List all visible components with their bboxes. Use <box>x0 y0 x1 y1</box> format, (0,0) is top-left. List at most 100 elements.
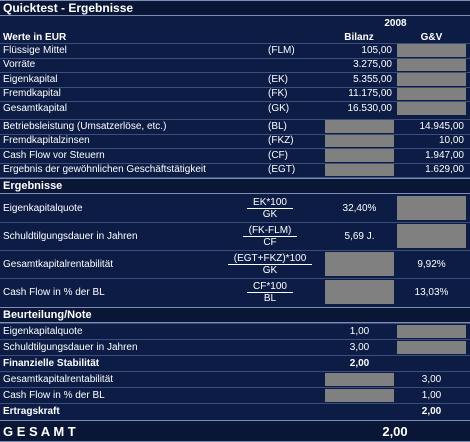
result-value: 13,03% <box>414 286 449 298</box>
row-label: Gesamtkapital <box>3 102 67 114</box>
row-label: Schuldtilgungsdauer in Jahren <box>3 230 138 242</box>
row-separator <box>0 72 470 73</box>
bilanz-value: 105,00 <box>361 44 392 56</box>
row-separator <box>0 387 470 388</box>
row-separator <box>0 133 470 135</box>
row-label: Cash Flow in % der BL <box>3 286 105 298</box>
bilanz-value: 3.275,00 <box>353 59 392 71</box>
row-separator <box>0 148 470 149</box>
formula-denominator: GK <box>262 264 278 276</box>
row-separator <box>0 119 470 120</box>
header-bilanz: Bilanz <box>344 31 374 43</box>
bilanz-value: 5.355,00 <box>353 73 392 85</box>
empty-cell <box>397 58 466 71</box>
formula-numerator: (FK-FLM) <box>242 225 298 237</box>
empty-cell <box>397 196 466 220</box>
guv-value: 10,00 <box>438 135 464 147</box>
note-value: 3,00 <box>421 373 442 385</box>
empty-cell <box>325 372 394 386</box>
empty-cell <box>397 87 466 100</box>
row-abbr: (BL) <box>268 120 287 132</box>
formula-numerator: EK*100 <box>247 197 293 209</box>
row-separator <box>0 355 470 356</box>
section-header <box>0 0 470 16</box>
bilanz-value: 11.175,00 <box>348 88 392 100</box>
row-separator <box>0 403 470 404</box>
formula: EK*100 GK <box>215 194 325 222</box>
row-label: Finanzielle Stabilität <box>3 357 100 369</box>
guv-value: 1.947,00 <box>425 149 464 161</box>
formula: (FK-FLM) CF <box>215 222 325 250</box>
row-label: Ergebnis der gewöhnlichen Geschäftstätig… <box>3 164 206 176</box>
row-label: Fremdkapitalzinsen <box>3 135 90 147</box>
total-label: G E S A M T <box>3 423 76 439</box>
empty-cell <box>397 73 466 86</box>
empty-cell <box>325 120 394 133</box>
row-separator <box>0 278 470 279</box>
guv-value: 14.945,00 <box>419 120 465 132</box>
formula-numerator: CF*100 <box>247 281 293 293</box>
row-abbr: (GK) <box>268 102 290 114</box>
empty-cell <box>397 324 466 338</box>
row-label: Gesamtkapitalrentabilität <box>3 258 114 270</box>
row-separator <box>0 86 470 88</box>
guv-value: 1.629,00 <box>425 164 464 176</box>
formula-denominator: BL <box>263 292 277 304</box>
row-abbr: (CF) <box>268 149 288 161</box>
row-label: Eigenkapital <box>3 73 58 85</box>
empty-cell <box>325 149 394 162</box>
row-label: Gesamtkapitalrentabilität <box>3 373 114 385</box>
section-header <box>0 178 470 194</box>
row-label: Flüssige Mittel <box>3 44 67 56</box>
row-separator <box>0 101 470 102</box>
empty-cell <box>397 102 466 115</box>
row-abbr: (EK) <box>268 73 288 85</box>
row-separator <box>0 250 470 251</box>
note-value: 1,00 <box>421 389 442 401</box>
empty-cell <box>397 340 466 354</box>
row-label: Schuldtilgungsdauer in Jahren <box>3 341 138 353</box>
empty-cell <box>325 163 394 176</box>
note-value: 2,00 <box>349 357 370 369</box>
year: 2008 <box>384 17 407 29</box>
section-title: Beurteilung/Note <box>3 309 92 321</box>
result-value: 5,69 J. <box>344 230 375 242</box>
row-separator <box>0 339 470 340</box>
empty-cell <box>397 224 466 248</box>
note-value: 3,00 <box>349 341 370 353</box>
row-label: Eigenkapitalquote <box>3 325 83 337</box>
row-separator <box>0 371 470 372</box>
row-abbr: (FK) <box>268 88 288 100</box>
row-separator <box>0 177 470 178</box>
formula-denominator: GK <box>262 208 278 220</box>
formula: CF*100 BL <box>215 278 325 306</box>
row-separator <box>0 222 470 223</box>
result-value: 9,92% <box>417 258 446 270</box>
header-label: Werte in EUR <box>3 31 67 43</box>
result-value: 32,40% <box>342 202 377 214</box>
empty-cell <box>325 134 394 147</box>
empty-cell <box>325 388 394 402</box>
total-value: 2,00 <box>382 423 408 439</box>
row-separator <box>0 43 470 44</box>
section-header <box>0 307 470 323</box>
row-abbr <box>268 58 323 73</box>
row-abbr: (EGT) <box>268 164 296 176</box>
empty-cell <box>325 252 394 276</box>
row-label: Betriebsleistung (Umsatzerlöse, etc.) <box>3 120 167 132</box>
row-separator <box>0 162 470 164</box>
row-label: Cash Flow in % der BL <box>3 389 105 401</box>
row-abbr: (FKZ) <box>268 135 294 147</box>
empty-cell <box>397 44 466 57</box>
note-value: 1,00 <box>349 325 370 337</box>
formula-numerator: (EGT+FKZ)*100 <box>227 253 313 265</box>
note-value: 2,00 <box>421 405 442 417</box>
row-label: Ertragskraft <box>3 405 60 417</box>
row-label: Eigenkapitalquote <box>3 202 83 214</box>
formula: (EGT+FKZ)*100 GK <box>215 250 325 278</box>
formula-denominator: CF <box>263 236 277 248</box>
row-label: Vorräte <box>3 59 36 71</box>
bilanz-value: 16.530,00 <box>347 102 393 114</box>
row-separator <box>0 323 470 324</box>
